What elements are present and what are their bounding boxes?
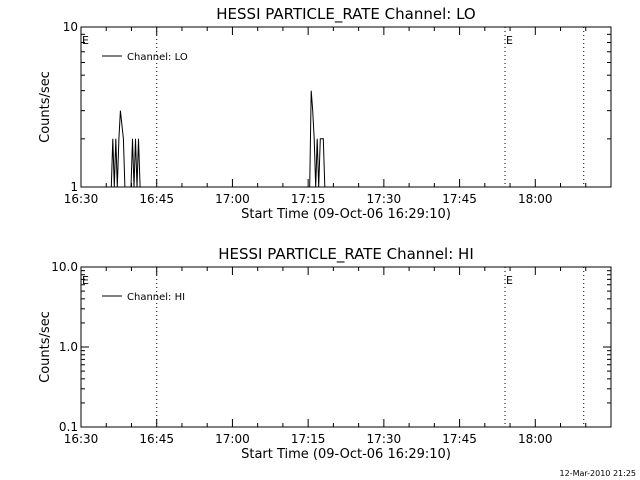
hi-x-tick-label: 16:30 (64, 432, 99, 446)
lo-x-tick-label: 16:45 (139, 192, 174, 206)
hi-y-tick-label: 10.0 (51, 260, 78, 274)
lo-y-axis-label: Counts/sec (38, 71, 53, 143)
hi-x-tick-label: 17:30 (367, 432, 402, 446)
hi-y-tick-label: 1.0 (59, 340, 78, 354)
lo-series-line (110, 90, 326, 188)
hi-x-tick-label: 16:45 (139, 432, 174, 446)
lo-legend-label: Channel: LO (127, 52, 188, 63)
footer-timestamp: 12-Mar-2010 21:25 (559, 469, 637, 478)
hi-legend-label: Channel: HI (127, 292, 185, 303)
hi-y-tick-label: 0.1 (59, 420, 78, 434)
lo-x-tick-label: 18:00 (518, 192, 553, 206)
hi-chart-title: HESSI PARTICLE_RATE Channel: HI (218, 245, 474, 264)
lo-event-marker-label: E (82, 34, 89, 47)
hi-event-marker-label: E (82, 274, 89, 287)
lo-x-axis-label: Start Time (09-Oct-06 16:29:10) (241, 207, 451, 222)
hi-x-tick-label: 17:45 (442, 432, 477, 446)
lo-y-tick-label: 10 (63, 20, 78, 34)
lo-y-tick-label: 1 (70, 180, 78, 194)
hi-x-tick-label: 18:00 (518, 432, 553, 446)
lo-event-marker-label: E (506, 34, 513, 47)
lo-x-tick-label: 17:15 (291, 192, 326, 206)
lo-x-tick-label: 17:00 (215, 192, 250, 206)
hi-y-axis-label: Counts/sec (38, 311, 53, 383)
lo-x-tick-label: 17:45 (442, 192, 477, 206)
hi-x-tick-label: 17:15 (291, 432, 326, 446)
lo-x-tick-label: 16:30 (64, 192, 99, 206)
lo-chart-title: HESSI PARTICLE_RATE Channel: LO (216, 5, 475, 24)
hi-event-marker-label: E (506, 274, 513, 287)
hi-x-tick-label: 17:00 (215, 432, 250, 446)
hi-plot-frame (80, 266, 612, 428)
hi-x-axis-label: Start Time (09-Oct-06 16:29:10) (241, 447, 451, 462)
lo-plot-frame (80, 26, 612, 188)
lo-x-tick-label: 17:30 (367, 192, 402, 206)
